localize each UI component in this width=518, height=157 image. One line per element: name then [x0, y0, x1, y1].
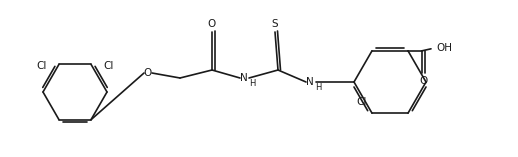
Text: N: N	[306, 77, 314, 87]
Text: Cl: Cl	[356, 97, 367, 107]
Text: OH: OH	[436, 43, 452, 53]
Text: O: O	[419, 76, 427, 86]
Text: O: O	[144, 68, 152, 78]
Text: H: H	[315, 82, 321, 92]
Text: O: O	[208, 19, 216, 29]
Text: Cl: Cl	[37, 61, 47, 71]
Text: Cl: Cl	[103, 61, 113, 71]
Text: N: N	[240, 73, 248, 83]
Text: S: S	[271, 19, 278, 29]
Text: H: H	[249, 78, 255, 87]
